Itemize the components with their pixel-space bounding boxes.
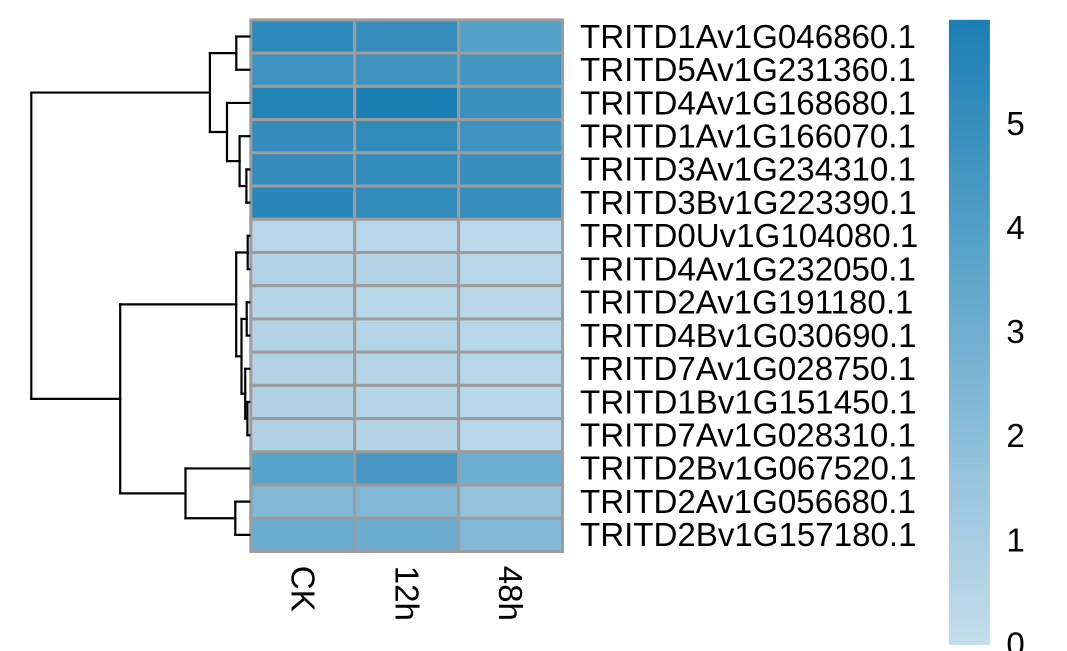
svg-text:TRITD7Av1G028310.1: TRITD7Av1G028310.1 bbox=[580, 418, 916, 455]
svg-text:TRITD5Av1G231360.1: TRITD5Av1G231360.1 bbox=[580, 52, 916, 89]
svg-text:4: 4 bbox=[1006, 210, 1024, 247]
svg-text:TRITD3Av1G234310.1: TRITD3Av1G234310.1 bbox=[580, 152, 916, 189]
svg-text:TRITD2Bv1G157180.1: TRITD2Bv1G157180.1 bbox=[580, 517, 916, 554]
svg-text:TRITD2Bv1G067520.1: TRITD2Bv1G067520.1 bbox=[580, 451, 916, 488]
svg-text:TRITD3Bv1G223390.1: TRITD3Bv1G223390.1 bbox=[580, 185, 916, 222]
svg-text:2: 2 bbox=[1006, 418, 1024, 455]
svg-text:TRITD1Av1G046860.1: TRITD1Av1G046860.1 bbox=[580, 19, 916, 56]
svg-text:1: 1 bbox=[1006, 522, 1024, 559]
svg-text:0: 0 bbox=[1006, 626, 1024, 651]
svg-text:CK: CK bbox=[283, 566, 320, 612]
svg-text:TRITD0Uv1G104080.1: TRITD0Uv1G104080.1 bbox=[580, 218, 918, 255]
svg-text:TRITD1Av1G166070.1: TRITD1Av1G166070.1 bbox=[580, 118, 916, 155]
svg-text:48h: 48h bbox=[491, 566, 528, 621]
svg-text:TRITD2Av1G191180.1: TRITD2Av1G191180.1 bbox=[580, 285, 913, 322]
svg-text:TRITD4Av1G168680.1: TRITD4Av1G168680.1 bbox=[580, 85, 916, 122]
svg-text:TRITD1Bv1G151450.1: TRITD1Bv1G151450.1 bbox=[580, 384, 916, 421]
svg-text:12h: 12h bbox=[387, 566, 424, 621]
svg-text:TRITD7Av1G028750.1: TRITD7Av1G028750.1 bbox=[580, 351, 916, 388]
svg-text:3: 3 bbox=[1006, 314, 1024, 351]
svg-text:TRITD4Bv1G030690.1: TRITD4Bv1G030690.1 bbox=[580, 318, 916, 355]
svg-text:TRITD4Av1G232050.1: TRITD4Av1G232050.1 bbox=[580, 251, 916, 288]
svg-text:5: 5 bbox=[1006, 106, 1024, 143]
svg-text:TRITD2Av1G056680.1: TRITD2Av1G056680.1 bbox=[580, 484, 916, 521]
